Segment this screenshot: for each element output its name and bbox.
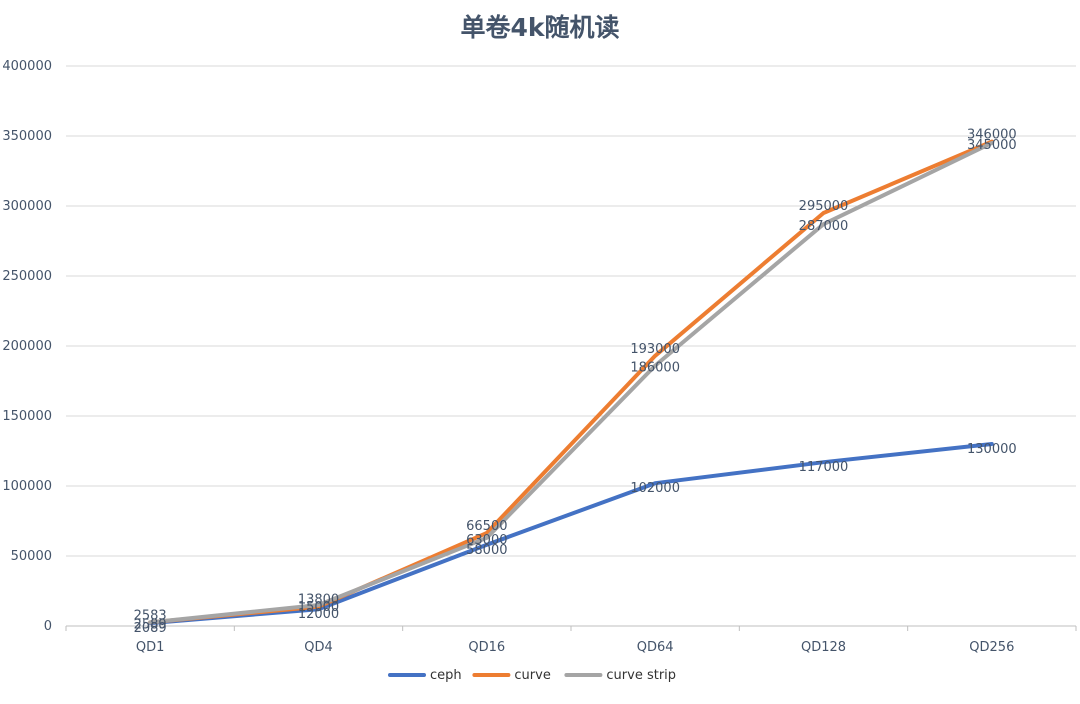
data-labels: 2089 12000 58000 102000 117000 130000 2583 1380…: [134, 128, 1017, 636]
data-label: 63000: [466, 533, 507, 548]
y-tick-label: 350000: [2, 129, 52, 144]
y-tick-label: 200000: [2, 339, 52, 354]
x-tick-label: QD256: [969, 640, 1014, 655]
data-label: 12000: [298, 607, 339, 622]
data-label: 287000: [799, 219, 849, 234]
series-line-curve-strip: [148, 141, 994, 625]
x-tick-label: QD64: [637, 640, 674, 655]
legend-item-curve-strip: curve strip: [564, 668, 676, 683]
data-label: 186000: [630, 361, 680, 376]
x-tick-label: QD4: [304, 640, 333, 655]
y-tick-label: 0: [44, 619, 52, 634]
chart-title: 单卷4k随机读: [460, 13, 620, 42]
legend: ceph curve curve strip: [388, 668, 676, 683]
data-label: 15000: [298, 600, 339, 615]
legend-item-ceph: ceph: [388, 668, 462, 683]
y-tick-label: 400000: [2, 59, 52, 74]
legend-label: curve: [514, 668, 550, 683]
y-tick-label: 250000: [2, 269, 52, 284]
data-label: 130000: [967, 442, 1017, 457]
series-line-curve: [148, 139, 994, 625]
data-label: 346000: [967, 128, 1017, 143]
data-label: 58000: [466, 543, 507, 558]
gridlines: [66, 65, 1076, 557]
data-label: 66500: [466, 519, 507, 534]
y-tick-label: 300000: [2, 199, 52, 214]
axes: 0 50000 100000 150000 200000 250000 300000 3500…: [2, 59, 1077, 655]
data-label: 345000: [967, 138, 1017, 153]
x-tick-label: QD1: [136, 640, 165, 655]
data-label: 2089: [134, 621, 167, 636]
data-label: 102000: [630, 481, 680, 496]
y-tick-label: 50000: [11, 549, 52, 564]
data-label: 2583: [134, 608, 167, 623]
data-label: 117000: [799, 460, 849, 475]
x-tick-label: QD16: [468, 640, 505, 655]
legend-label: curve strip: [606, 668, 676, 683]
data-label: 2589: [134, 617, 167, 632]
series-line-ceph: [148, 442, 994, 626]
legend-label: ceph: [430, 668, 462, 683]
data-label: 295000: [799, 199, 849, 214]
data-label: 193000: [630, 342, 680, 357]
y-tick-label: 150000: [2, 409, 52, 424]
x-tick-label: QD128: [801, 640, 846, 655]
series-lines: [148, 139, 994, 626]
legend-item-curve: curve: [472, 668, 551, 683]
y-tick-label: 100000: [2, 479, 52, 494]
data-label: 13800: [298, 593, 339, 608]
